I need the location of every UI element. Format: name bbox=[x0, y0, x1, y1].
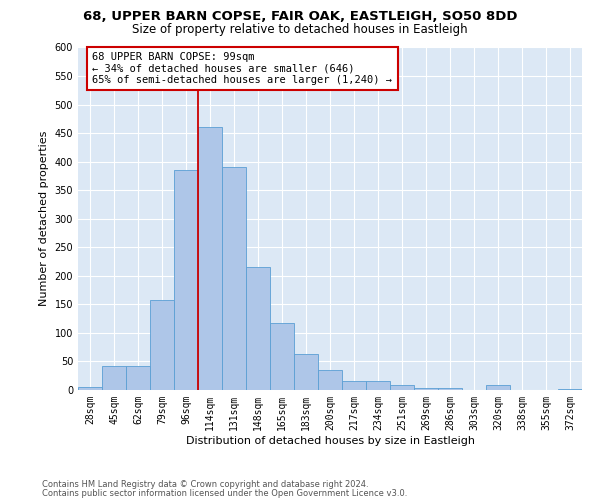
Bar bbox=[558, 389, 582, 390]
Bar bbox=[294, 354, 318, 390]
Bar bbox=[318, 370, 342, 390]
Bar bbox=[414, 388, 438, 390]
Bar bbox=[438, 388, 462, 390]
Bar bbox=[222, 168, 246, 390]
Bar bbox=[174, 170, 198, 390]
Text: Contains HM Land Registry data © Crown copyright and database right 2024.: Contains HM Land Registry data © Crown c… bbox=[42, 480, 368, 489]
Bar bbox=[246, 268, 270, 390]
Bar bbox=[126, 366, 150, 390]
Bar bbox=[198, 128, 222, 390]
Text: Contains public sector information licensed under the Open Government Licence v3: Contains public sector information licen… bbox=[42, 488, 407, 498]
Bar bbox=[270, 322, 294, 390]
Bar bbox=[486, 386, 510, 390]
Bar bbox=[390, 386, 414, 390]
Y-axis label: Number of detached properties: Number of detached properties bbox=[39, 131, 49, 306]
Text: 68 UPPER BARN COPSE: 99sqm
← 34% of detached houses are smaller (646)
65% of sem: 68 UPPER BARN COPSE: 99sqm ← 34% of deta… bbox=[92, 52, 392, 86]
Bar bbox=[366, 382, 390, 390]
Bar bbox=[78, 387, 102, 390]
Text: Size of property relative to detached houses in Eastleigh: Size of property relative to detached ho… bbox=[132, 22, 468, 36]
Bar bbox=[102, 366, 126, 390]
Bar bbox=[342, 382, 366, 390]
Text: 68, UPPER BARN COPSE, FAIR OAK, EASTLEIGH, SO50 8DD: 68, UPPER BARN COPSE, FAIR OAK, EASTLEIG… bbox=[83, 10, 517, 23]
Bar bbox=[150, 300, 174, 390]
X-axis label: Distribution of detached houses by size in Eastleigh: Distribution of detached houses by size … bbox=[185, 436, 475, 446]
